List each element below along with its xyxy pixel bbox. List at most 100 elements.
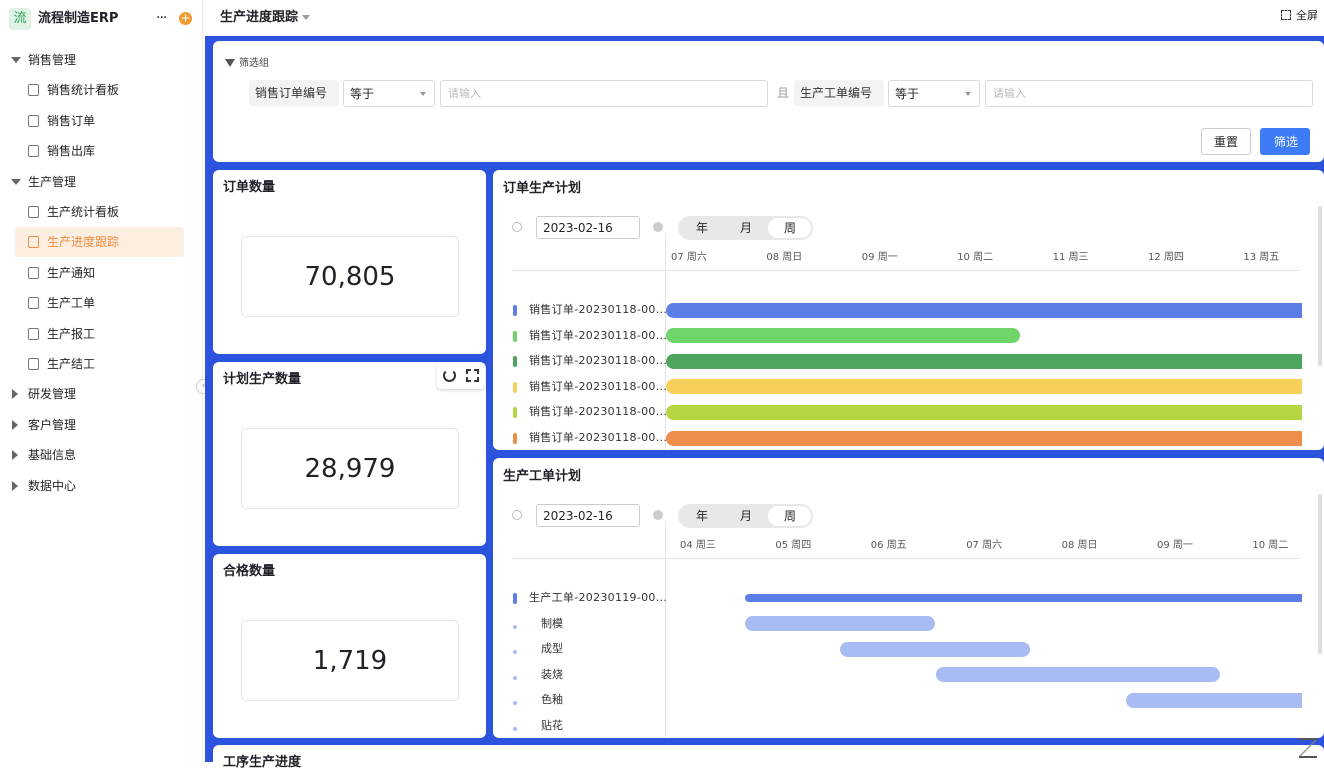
column-header: 11 周三	[1052, 252, 1089, 263]
text-input[interactable]	[440, 80, 768, 107]
select-caret	[965, 92, 971, 96]
stat-box	[241, 428, 459, 509]
menu-item[interactable]: 销售统计看板	[47, 83, 120, 98]
menu-item[interactable]: 生产结工	[47, 357, 96, 371]
stat-value: 70,805	[304, 262, 396, 292]
add-button[interactable]: +	[179, 11, 192, 25]
caret	[11, 57, 21, 63]
field-label-box	[249, 80, 339, 106]
menu-icon	[28, 84, 39, 97]
menu-group[interactable]: 数据中心	[28, 478, 77, 493]
menu-item[interactable]: 生产统计看板	[47, 205, 120, 219]
date-value: 2023-02-16	[543, 509, 613, 523]
row-label: 贴花	[541, 719, 563, 732]
row-dot	[513, 433, 517, 444]
view-option[interactable]: 月	[740, 509, 753, 523]
column-header: 09 周一	[861, 252, 898, 263]
gantt-bar	[666, 353, 1302, 369]
active-bg	[15, 227, 184, 258]
row-dot	[513, 701, 517, 706]
row-label: 色釉	[541, 693, 563, 707]
text-input[interactable]	[985, 80, 1313, 107]
stat-title: 计划生产数量	[223, 372, 302, 387]
menu-icon	[28, 145, 39, 158]
gantt-bar	[936, 667, 1220, 683]
menu-group[interactable]: 客户管理	[28, 417, 77, 432]
row-label: 销售订单-20230118-00...	[529, 354, 668, 368]
column-header: 10 周二	[1252, 540, 1289, 551]
caret	[11, 178, 21, 185]
filter-title: 筛选组	[239, 58, 269, 69]
sidebar	[0, 0, 203, 762]
menu-item[interactable]: 销售订单	[47, 113, 96, 128]
select-caret	[420, 92, 426, 96]
menu-item[interactable]: 生产进度跟踪	[47, 235, 120, 250]
column-header: 09 周一	[1157, 540, 1193, 551]
column-header: 07 周六	[966, 540, 1003, 551]
operator-select[interactable]	[343, 80, 435, 107]
fullscreen-icon	[1281, 10, 1291, 20]
clear-button[interactable]	[653, 222, 663, 232]
view-option[interactable]: 月	[740, 221, 753, 235]
row-dot	[513, 624, 517, 629]
refresh-button[interactable]	[443, 369, 456, 382]
menu-item[interactable]: 生产工单	[47, 296, 96, 311]
menu-icon	[28, 114, 39, 127]
view-option[interactable]: 年	[696, 509, 709, 523]
menu-group[interactable]: 基础信息	[28, 448, 77, 463]
gantt-bar	[745, 594, 1302, 602]
menu-icon	[28, 206, 39, 218]
menu-group[interactable]: 生产管理	[28, 174, 77, 189]
page-title: 生产进度跟踪	[220, 10, 299, 25]
stat-card	[213, 362, 486, 546]
row-label: 销售订单-20230118-00...	[529, 328, 668, 342]
filter-button[interactable]	[1260, 128, 1310, 155]
column-header: 08 周日	[1061, 540, 1098, 551]
gantt-bar	[840, 641, 1030, 657]
app-name: 流程制造ERP	[38, 11, 119, 26]
row-label: 销售订单-20230118-00...	[529, 431, 668, 444]
prev-button[interactable]	[512, 510, 522, 520]
menu-group[interactable]: 销售管理	[28, 53, 77, 67]
gantt-bar	[745, 616, 935, 632]
expand-button[interactable]	[466, 369, 479, 382]
column-header: 07 周六	[671, 252, 707, 263]
row-label: 生产工单-20230119-00...	[529, 591, 668, 604]
menu-icon	[28, 358, 39, 370]
input-placeholder: 请输入	[993, 87, 1026, 100]
caret	[12, 389, 18, 400]
scrollbar	[1318, 494, 1322, 654]
loading-icon	[1299, 738, 1317, 758]
gantt-bar	[666, 430, 1302, 446]
input-placeholder: 请输入	[448, 87, 481, 100]
gantt-title: 订单生产计划	[503, 181, 582, 196]
row-label: 装烧	[541, 667, 563, 681]
header-line	[512, 270, 1301, 271]
conjunction: 且	[777, 86, 790, 100]
menu-item[interactable]: 生产通知	[47, 265, 96, 280]
filter-icon	[225, 59, 235, 67]
gantt-bar	[1126, 692, 1302, 708]
bottom-title: 工序生产进度	[223, 755, 302, 770]
view-active	[768, 506, 811, 526]
menu-group[interactable]: 研发管理	[28, 387, 77, 402]
more-button[interactable]: ···	[156, 10, 167, 26]
menu-item[interactable]: 生产报工	[47, 326, 96, 341]
app-icon: 流	[9, 8, 31, 30]
view-option[interactable]: 周	[784, 509, 797, 523]
prev-button[interactable]	[512, 222, 522, 232]
row-label: 销售订单-20230118-00...	[529, 405, 668, 419]
clear-button[interactable]	[653, 510, 663, 520]
dropdown-caret	[302, 15, 310, 20]
row-label: 销售订单-20230118-00...	[529, 303, 668, 316]
date-picker[interactable]	[536, 216, 640, 239]
view-option[interactable]: 周	[784, 221, 797, 235]
stat-value: 1,719	[312, 646, 388, 676]
operator-select[interactable]	[888, 80, 980, 107]
fullscreen-button[interactable]: 全屏	[1296, 9, 1318, 22]
menu-item[interactable]: 销售出库	[47, 144, 96, 159]
reset-button[interactable]	[1201, 128, 1251, 155]
view-option[interactable]: 年	[696, 221, 709, 235]
date-picker[interactable]	[536, 504, 640, 527]
